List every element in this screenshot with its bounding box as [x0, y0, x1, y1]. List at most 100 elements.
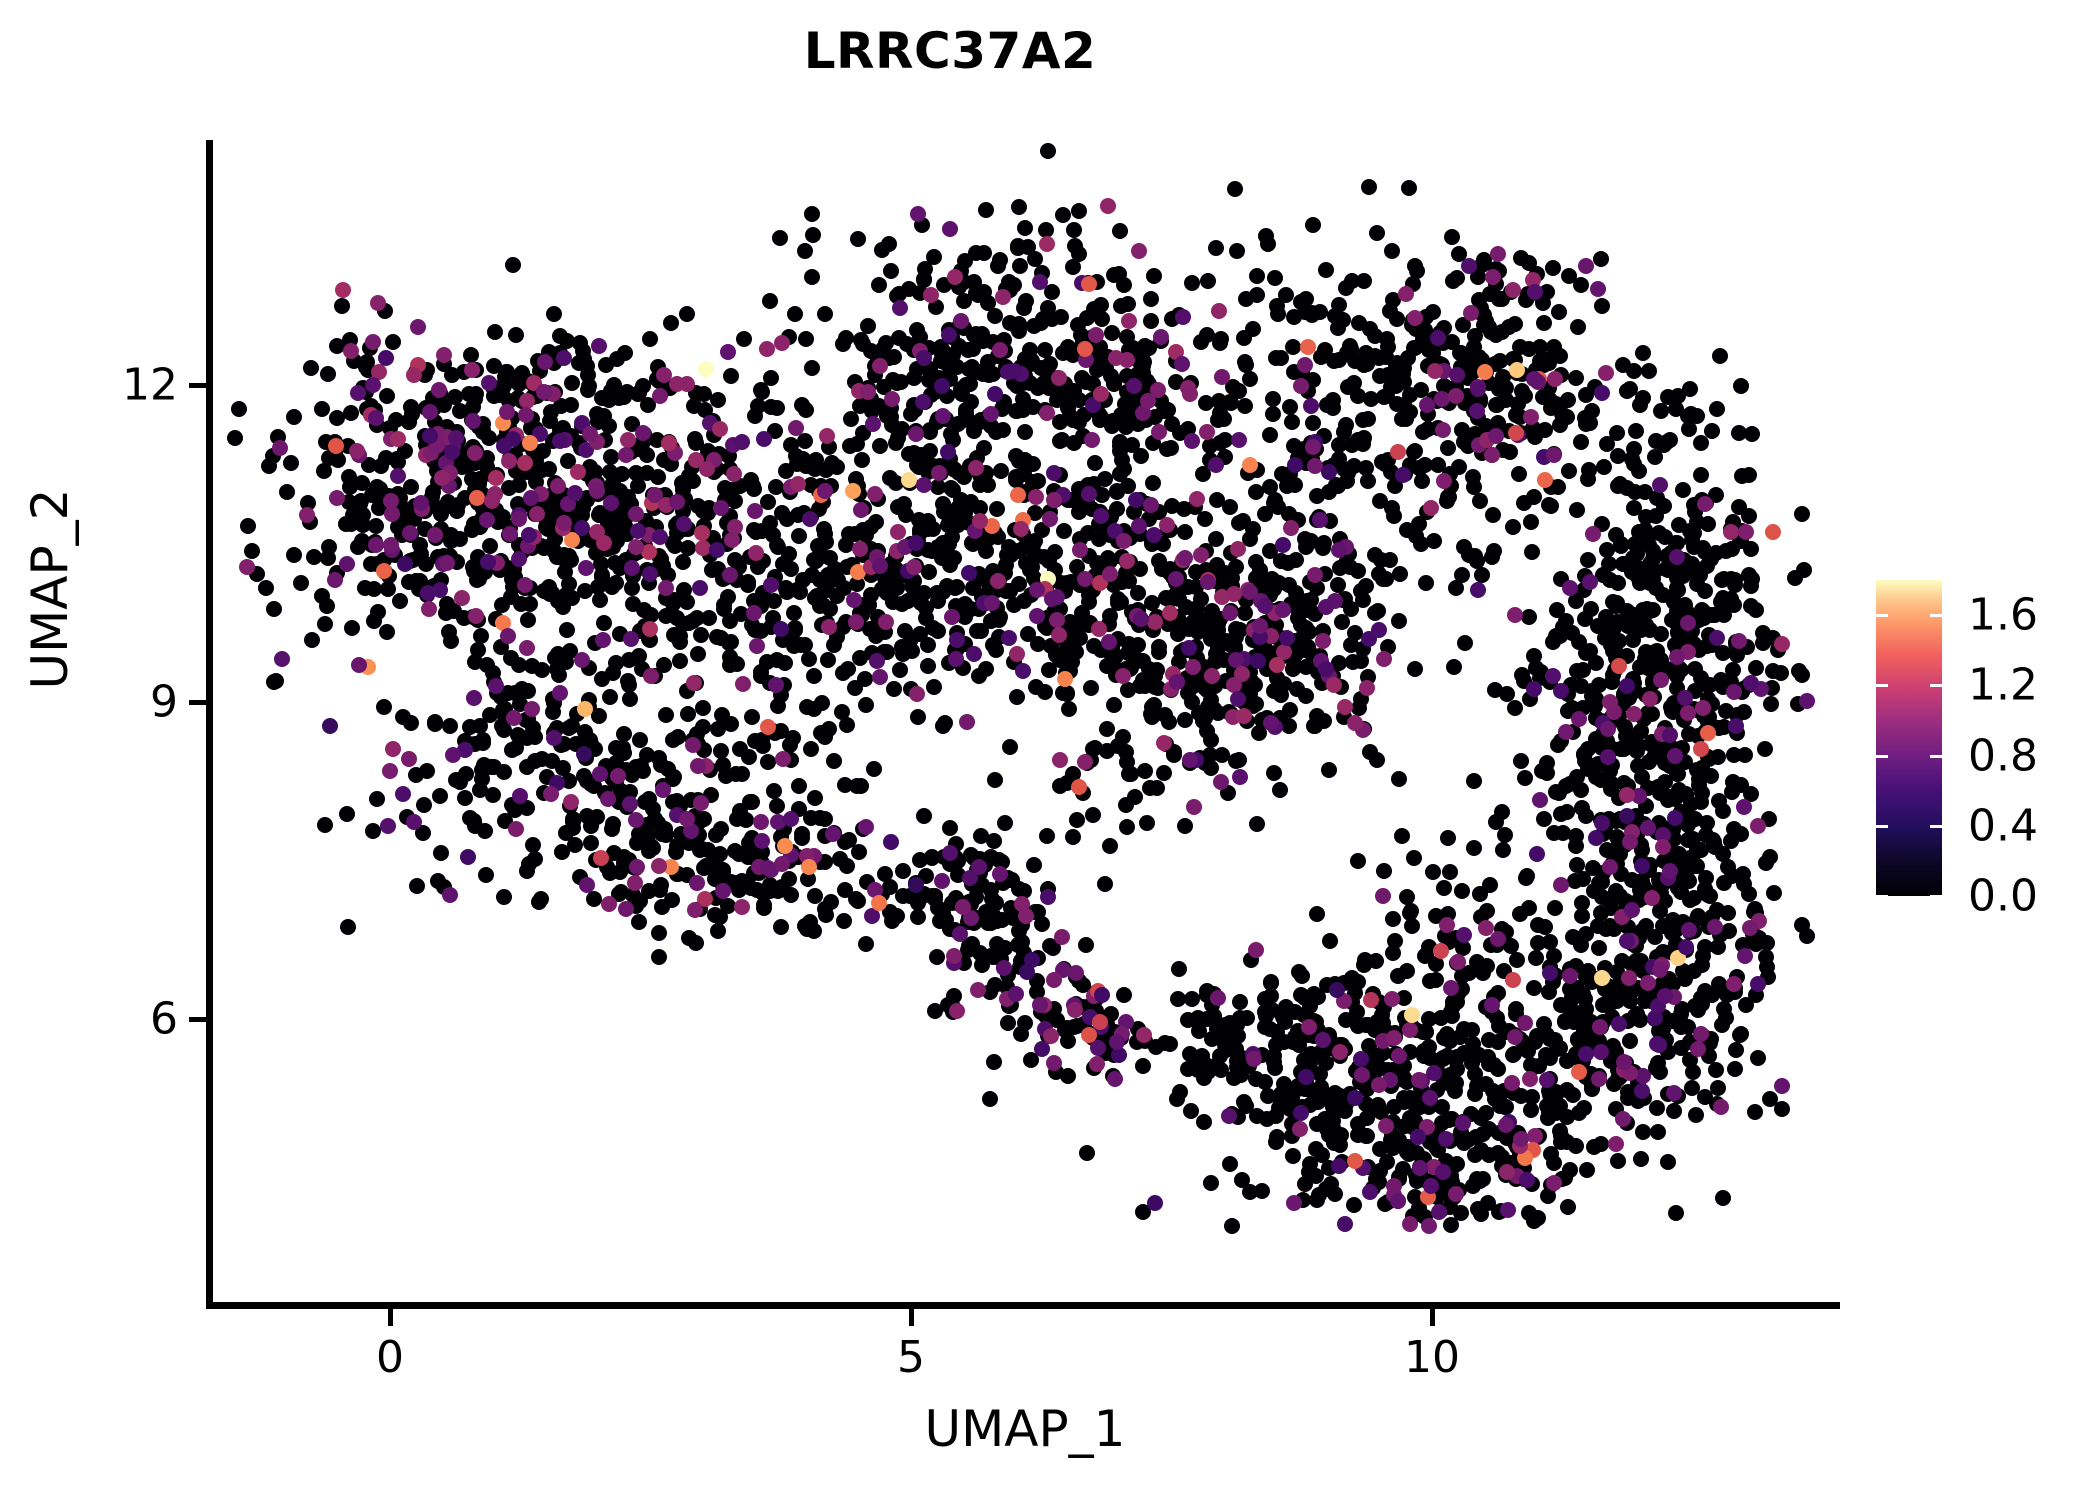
scatter-point: [1007, 448, 1024, 465]
scatter-point: [914, 393, 931, 410]
scatter-point: [500, 452, 517, 469]
scatter-point: [1544, 259, 1561, 276]
scatter-point: [343, 404, 360, 421]
scatter-point: [796, 432, 813, 449]
scatter-point: [1016, 1015, 1033, 1032]
scatter-point: [1186, 799, 1203, 816]
scatter-point: [1680, 922, 1697, 939]
scatter-point: [447, 429, 464, 446]
scatter-point: [966, 646, 983, 663]
scatter-point: [908, 456, 925, 473]
scatter-point: [1635, 1123, 1652, 1140]
scatter-point: [1640, 362, 1657, 379]
scatter-point: [722, 612, 739, 629]
scatter-point: [1622, 1032, 1639, 1049]
scatter-point: [1426, 362, 1443, 379]
scatter-point: [871, 437, 888, 454]
scatter-point: [1080, 485, 1097, 502]
scatter-point: [1448, 387, 1465, 404]
scatter-point: [1489, 396, 1506, 413]
scatter-point: [529, 505, 546, 522]
scatter-point: [1794, 506, 1811, 523]
scatter-point: [679, 539, 696, 556]
scatter-point: [1599, 721, 1616, 738]
scatter-point: [1597, 365, 1614, 382]
scatter-point: [636, 793, 653, 810]
scatter-point: [419, 763, 436, 780]
scatter-point: [881, 879, 898, 896]
scatter-point: [1224, 569, 1241, 586]
scatter-point: [1132, 448, 1149, 465]
scatter-point: [1712, 1098, 1729, 1115]
scatter-point: [1473, 958, 1490, 975]
scatter-point: [1504, 972, 1521, 989]
scatter-point: [406, 813, 423, 830]
scatter-point: [1681, 725, 1698, 742]
scatter-point: [944, 609, 961, 626]
scatter-point: [1078, 1144, 1095, 1161]
scatter-point: [1277, 286, 1294, 303]
scatter-point: [954, 898, 971, 915]
scatter-point: [1680, 614, 1697, 631]
scatter-point: [1576, 610, 1593, 627]
scatter-point: [619, 672, 636, 689]
scatter-point: [1184, 658, 1201, 675]
scatter-point: [1523, 544, 1540, 561]
scatter-point: [687, 901, 704, 918]
scatter-point: [735, 675, 752, 692]
scatter-point: [1766, 884, 1783, 901]
scatter-point: [1742, 577, 1759, 594]
scatter-point: [1092, 1013, 1109, 1030]
scatter-point: [575, 351, 592, 368]
scatter-point: [1591, 1071, 1608, 1088]
scatter-point: [627, 505, 644, 522]
scatter-point: [600, 790, 617, 807]
scatter-point: [1538, 1071, 1555, 1088]
scatter-point: [1100, 633, 1117, 650]
scatter-point: [1370, 1076, 1387, 1093]
scatter-point: [1391, 612, 1408, 629]
scatter-point: [1730, 633, 1747, 650]
scatter-point: [1590, 917, 1607, 934]
scatter-point: [1710, 939, 1727, 956]
scatter-point: [1735, 799, 1752, 816]
scatter-point: [1513, 1130, 1530, 1147]
scatter-point: [1481, 285, 1498, 302]
scatter-point: [1375, 887, 1392, 904]
scatter-point: [421, 427, 438, 444]
scatter-point: [1349, 853, 1366, 870]
scatter-point: [1249, 267, 1266, 284]
scatter-point: [1484, 268, 1501, 285]
scatter-point: [1421, 1090, 1438, 1107]
scatter-point: [1368, 953, 1385, 970]
scatter-point: [1794, 666, 1811, 683]
scatter-point: [1068, 811, 1085, 828]
scatter-point: [486, 485, 503, 502]
scatter-point: [1635, 344, 1652, 361]
scatter-point: [1151, 423, 1168, 440]
scatter-point: [1235, 329, 1252, 346]
scatter-point: [1063, 653, 1080, 670]
scatter-point: [991, 609, 1008, 626]
scatter-point: [600, 895, 617, 912]
scatter-point: [1402, 1216, 1419, 1233]
scatter-point: [756, 899, 773, 916]
scatter-point: [1017, 220, 1034, 237]
scatter-point: [1709, 400, 1726, 417]
scatter-point: [1148, 1039, 1165, 1056]
scatter-point: [1539, 1097, 1556, 1114]
scatter-point: [734, 765, 751, 782]
scatter-point: [602, 383, 619, 400]
scatter-point: [504, 256, 521, 273]
scatter-point: [1477, 1105, 1494, 1122]
scatter-point: [1578, 258, 1595, 274]
scatter-point: [1763, 695, 1780, 712]
scatter-point: [1571, 633, 1588, 650]
scatter-point: [469, 490, 486, 507]
scatter-point: [920, 520, 937, 537]
scatter-point: [1403, 1007, 1420, 1024]
scatter-point: [934, 717, 951, 734]
scatter-point: [1200, 573, 1217, 590]
scatter-point: [632, 732, 649, 749]
scatter-point: [1016, 299, 1033, 316]
